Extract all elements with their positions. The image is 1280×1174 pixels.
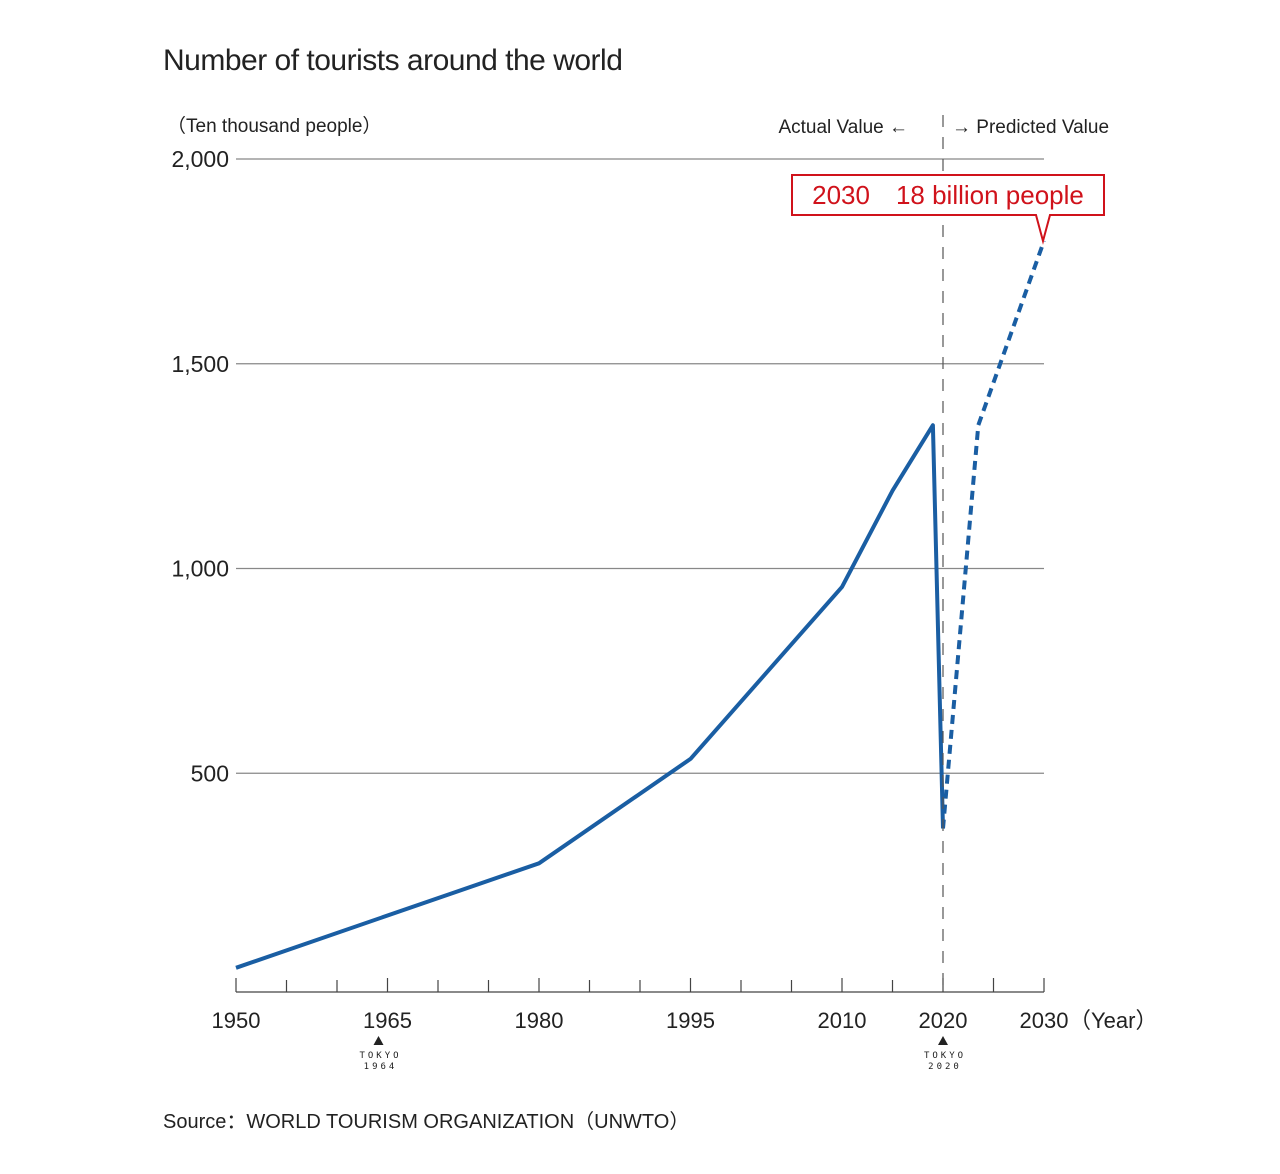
legend-actual-value: Actual Value ← [778, 117, 908, 138]
source-note: Source：WORLD TOURISM ORGANIZATION（UNWTO） [163, 1111, 690, 1133]
x-tick-labels: 1950 1965 1980 1995 2010 2020 2030 （Year） [212, 1008, 1158, 1033]
marker-label-1964-line1: TOKYO [359, 1051, 401, 1061]
y-axis-unit-label: （Ten thousand people） [167, 115, 381, 137]
gridlines [236, 158, 1044, 774]
x-axis [235, 978, 1045, 993]
x-tick-1995: 1995 [666, 1008, 715, 1033]
x-tick-1950: 1950 [212, 1008, 261, 1033]
callout-text: 2030 18 billion people [812, 180, 1084, 210]
y-tick-labels: 500 1,000 1,500 2,000 [171, 146, 229, 786]
marker-label-2020-line2: 2020 [928, 1062, 962, 1072]
x-tick-2030: 2030 [1020, 1008, 1069, 1033]
y-tick-1000: 1,000 [171, 556, 229, 582]
triangle-marker-1964 [373, 1036, 384, 1045]
marker-label-2020-line1: TOKYO [924, 1051, 966, 1061]
series-line-actual [235, 423, 945, 970]
x-tick-2010: 2010 [818, 1008, 867, 1033]
x-tick-1980: 1980 [515, 1008, 564, 1033]
x-tick-2020: 2020 [919, 1008, 968, 1033]
x-tick-1965: 1965 [363, 1008, 412, 1033]
x-axis-unit-label: （Year） [1069, 1008, 1157, 1033]
y-tick-1500: 1,500 [171, 351, 229, 377]
series-line-predicted [941, 240, 1046, 829]
triangle-marker-2020 [938, 1036, 948, 1045]
chart-title: Number of tourists around the world [163, 44, 623, 77]
callout-2030: 2030 18 billion people [791, 174, 1105, 245]
y-tick-500: 500 [191, 760, 229, 786]
y-tick-2000: 2,000 [171, 146, 229, 172]
marker-label-1964-line2: 1964 [364, 1062, 398, 1072]
series-lines [235, 240, 1046, 970]
legend-predicted-value: → Predicted Value [952, 117, 1109, 138]
callout-box [791, 174, 1105, 245]
